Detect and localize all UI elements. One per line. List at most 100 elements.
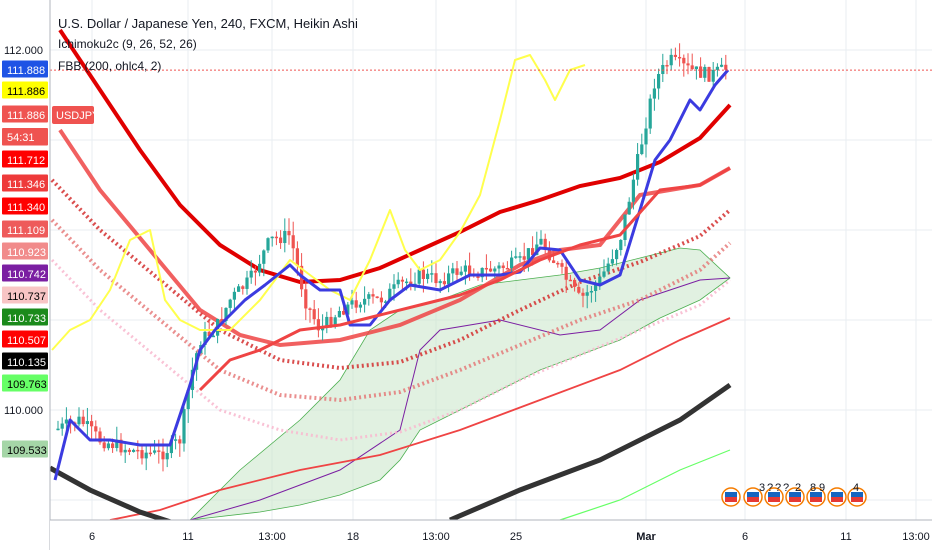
- candle-body[interactable]: [447, 273, 451, 285]
- candle-body[interactable]: [228, 299, 232, 308]
- candle-body[interactable]: [98, 431, 102, 443]
- candle-body[interactable]: [522, 256, 526, 260]
- candle-body[interactable]: [514, 256, 518, 258]
- candle-body[interactable]: [619, 239, 623, 250]
- candle-body[interactable]: [644, 128, 648, 145]
- price-badge[interactable]: 111.886: [2, 81, 48, 99]
- candle-body[interactable]: [224, 307, 228, 322]
- candle-body[interactable]: [711, 69, 715, 82]
- candle-body[interactable]: [463, 265, 467, 272]
- price-badge[interactable]: 109.533: [2, 440, 48, 458]
- candle-body[interactable]: [211, 335, 215, 338]
- candle-body[interactable]: [279, 237, 283, 244]
- candle-body[interactable]: [699, 66, 703, 78]
- candle-body[interactable]: [220, 318, 224, 322]
- candle-body[interactable]: [594, 283, 598, 292]
- candle-body[interactable]: [476, 276, 480, 278]
- candle-body[interactable]: [329, 316, 333, 326]
- candle-body[interactable]: [715, 66, 719, 70]
- candle-body[interactable]: [337, 310, 341, 318]
- candle-body[interactable]: [144, 452, 148, 459]
- candle-body[interactable]: [392, 284, 396, 289]
- candle-body[interactable]: [379, 297, 383, 303]
- price-badge[interactable]: 110.742: [2, 264, 48, 282]
- candle-body[interactable]: [157, 450, 161, 452]
- candle-body[interactable]: [539, 238, 543, 245]
- candle-body[interactable]: [258, 263, 262, 273]
- candle-body[interactable]: [459, 271, 463, 275]
- candle-body[interactable]: [85, 421, 89, 425]
- candle-body[interactable]: [694, 66, 698, 70]
- event-markers[interactable]: 3??? 2 8 9 4: [721, 482, 867, 507]
- candle-body[interactable]: [304, 289, 308, 309]
- candle-body[interactable]: [94, 426, 98, 432]
- candle-body[interactable]: [241, 286, 245, 289]
- price-badge[interactable]: 110.737: [2, 286, 48, 304]
- candle-body[interactable]: [64, 419, 68, 424]
- candle-body[interactable]: [203, 331, 207, 346]
- candle-body[interactable]: [484, 267, 488, 270]
- candle-body[interactable]: [568, 279, 572, 282]
- candle-body[interactable]: [543, 238, 547, 250]
- candle-body[interactable]: [430, 273, 434, 275]
- time-axis[interactable]: 6 11 13:00 18 13:00 25 Mar 6 11 13:00: [50, 519, 932, 550]
- candle-body[interactable]: [111, 443, 115, 449]
- candle-body[interactable]: [132, 449, 136, 452]
- candle-body[interactable]: [153, 450, 157, 453]
- candle-body[interactable]: [274, 236, 278, 239]
- candle-body[interactable]: [426, 273, 430, 279]
- candle-body[interactable]: [262, 250, 266, 264]
- candle-body[interactable]: [480, 267, 484, 278]
- candle-body[interactable]: [174, 439, 178, 441]
- candle-body[interactable]: [434, 273, 438, 284]
- candle-body[interactable]: [367, 294, 371, 299]
- candle-body[interactable]: [81, 416, 85, 425]
- candle-body[interactable]: [497, 265, 501, 269]
- candle-body[interactable]: [573, 279, 577, 287]
- candle-body[interactable]: [270, 236, 274, 239]
- candle-body[interactable]: [123, 449, 127, 453]
- event-flag-icon[interactable]: [785, 487, 805, 507]
- candle-body[interactable]: [707, 66, 711, 82]
- candle-body[interactable]: [564, 266, 568, 280]
- candle-body[interactable]: [60, 423, 64, 429]
- candle-body[interactable]: [724, 64, 728, 70]
- candle-body[interactable]: [615, 249, 619, 260]
- candle-body[interactable]: [669, 54, 673, 66]
- candle-body[interactable]: [606, 263, 610, 272]
- candle-body[interactable]: [501, 265, 505, 269]
- candle-body[interactable]: [287, 230, 291, 236]
- candle-body[interactable]: [455, 268, 459, 275]
- price-badge[interactable]: 111.346: [2, 174, 48, 192]
- candle-body[interactable]: [652, 88, 656, 99]
- candle-body[interactable]: [686, 63, 690, 66]
- candle-body[interactable]: [375, 296, 379, 299]
- candle-body[interactable]: [552, 260, 556, 263]
- candle-body[interactable]: [610, 259, 614, 264]
- candle-body[interactable]: [468, 265, 472, 275]
- candle-body[interactable]: [312, 309, 316, 320]
- candle-body[interactable]: [720, 64, 724, 67]
- candle-body[interactable]: [342, 310, 346, 315]
- candle-body[interactable]: [678, 56, 682, 59]
- event-flag-icon[interactable]: [806, 487, 826, 507]
- event-flag-icon[interactable]: [721, 487, 741, 507]
- event-flag-icon[interactable]: [764, 487, 784, 507]
- candle-body[interactable]: [489, 268, 493, 272]
- candle-body[interactable]: [581, 292, 585, 296]
- price-badge[interactable]: 109.763: [2, 374, 48, 392]
- candle-body[interactable]: [127, 449, 131, 452]
- candle-body[interactable]: [249, 270, 253, 278]
- candle-body[interactable]: [627, 201, 631, 215]
- candle-body[interactable]: [510, 257, 514, 269]
- candle-body[interactable]: [396, 279, 400, 285]
- candle-body[interactable]: [493, 268, 497, 272]
- candle-body[interactable]: [409, 281, 413, 286]
- candle-body[interactable]: [266, 238, 270, 251]
- candle-body[interactable]: [237, 286, 241, 292]
- candle-body[interactable]: [690, 65, 694, 70]
- event-flag-icon[interactable]: [847, 487, 867, 507]
- candle-body[interactable]: [283, 230, 287, 244]
